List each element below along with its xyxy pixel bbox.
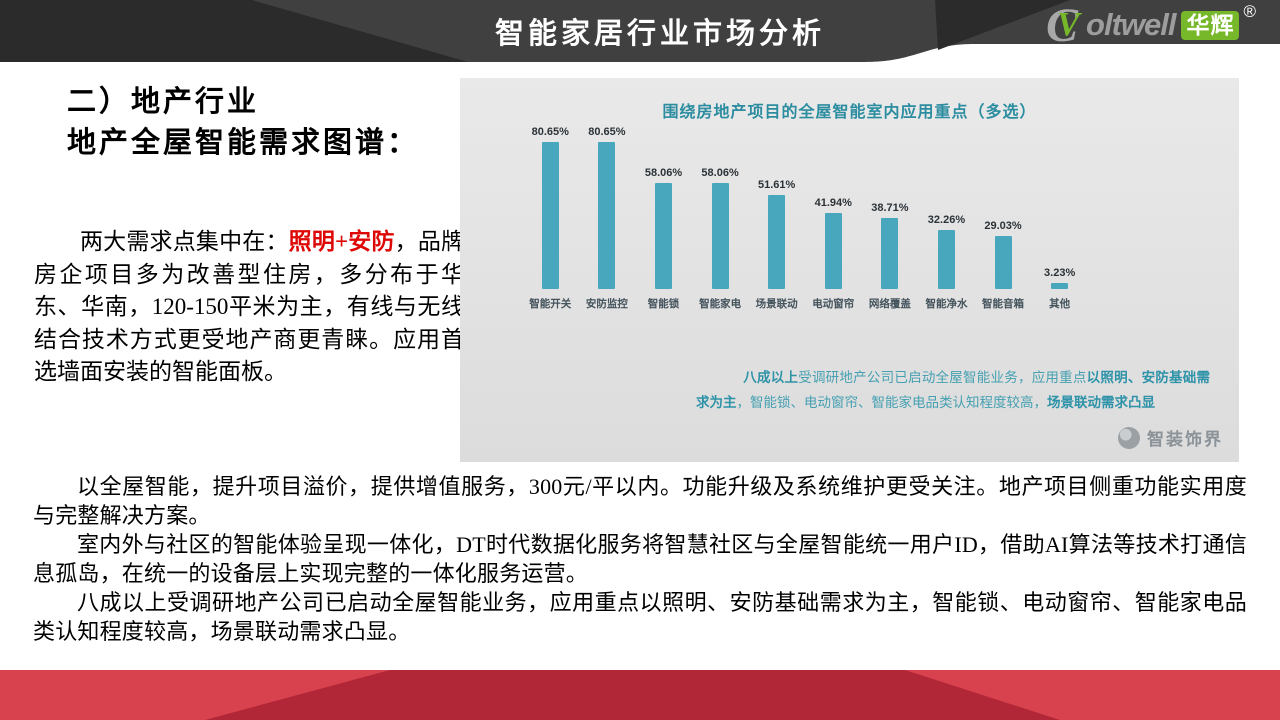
registered-mark-icon: ® bbox=[1243, 2, 1256, 21]
header-left-accent bbox=[0, 0, 468, 62]
bar-category-label: 其他 bbox=[1049, 298, 1071, 310]
bar-column: 32.26% 智能净水 bbox=[918, 118, 975, 318]
left-paragraph-highlight: 照明+安防 bbox=[288, 229, 395, 254]
bar bbox=[654, 183, 672, 289]
bar-value-label: 38.71% bbox=[871, 202, 909, 215]
bar-column: 29.03% 智能音箱 bbox=[975, 118, 1032, 318]
bottom-text-block: 以全屋智能，提升项目溢价，提供增值服务，300元/平以内。功能升级及系统维护更受… bbox=[33, 472, 1247, 646]
logo-c-glyph: C bbox=[1046, 0, 1079, 52]
watermark-icon bbox=[1118, 426, 1140, 449]
bar-category-label: 网络覆盖 bbox=[868, 298, 911, 310]
bar-column: 58.06% 智能家电 bbox=[692, 118, 749, 318]
section-heading: 二）地产行业 地产全屋智能需求图谱： bbox=[67, 82, 419, 164]
bar bbox=[1051, 283, 1069, 289]
logo-v-glyph: V bbox=[1057, 6, 1080, 43]
bar-column: 51.61% 场景联动 bbox=[748, 118, 805, 318]
bottom-paragraph: 八成以上受调研地产公司已启动全屋智能业务，应用重点以照明、安防基础需求为主，智能… bbox=[33, 590, 1247, 644]
left-paragraph-lead: 两大需求点集中在： bbox=[80, 229, 289, 254]
page-title: 智能家居行业市场分析 bbox=[494, 18, 825, 50]
bar bbox=[768, 194, 786, 289]
chart-annotation: 八成以上受调研地产公司已启动全屋智能业务，应用重点以照明、安防基础需求为主，智能… bbox=[696, 366, 1210, 415]
bar-value-label: 41.94% bbox=[814, 196, 852, 209]
bar bbox=[541, 142, 559, 289]
bar-column: 38.71% 网络覆盖 bbox=[862, 118, 919, 318]
brand-logo: C V oltwell 华辉 ® bbox=[1046, 0, 1256, 52]
bar-value-label: 3.23% bbox=[1044, 267, 1076, 280]
bar-category-label: 智能音箱 bbox=[982, 298, 1025, 310]
chart-title: 围绕房地产项目的全屋智能室内应用重点（多选） bbox=[662, 104, 1037, 121]
bar-column: 41.94% 电动窗帘 bbox=[805, 118, 862, 318]
bar bbox=[881, 218, 899, 289]
annotation-segment: ，智能锁、电动窗帘、智能家电品类认知程度较高， bbox=[736, 394, 1048, 410]
bar-category-label: 电动窗帘 bbox=[812, 298, 855, 310]
bar-column: 80.65% 智能开关 bbox=[522, 118, 579, 318]
bar-category-label: 场景联动 bbox=[755, 298, 798, 310]
bar-category-label: 智能家电 bbox=[699, 298, 742, 310]
bar-column: 80.65% 安防监控 bbox=[579, 118, 636, 318]
bottom-paragraph: 以全屋智能，提升项目溢价，提供增值服务，300元/平以内。功能升级及系统维护更受… bbox=[33, 474, 1247, 528]
chart-image: 围绕房地产项目的全屋智能室内应用重点（多选） 80.65% 智能开关 80.65% 安… bbox=[460, 78, 1239, 462]
bar-value-label: 58.06% bbox=[701, 167, 739, 180]
logo-badge: 华辉 bbox=[1181, 11, 1240, 40]
bar-column: 3.23% 其他 bbox=[1031, 118, 1088, 318]
annotation-segment: 受调研地产公司已启动全屋智能业务，应用重点 bbox=[798, 370, 1087, 385]
bar-value-label: 80.65% bbox=[531, 126, 569, 138]
footer-band bbox=[0, 670, 1280, 720]
section-heading-line2: 地产全屋智能需求图谱： bbox=[67, 127, 420, 159]
bar-value-label: 51.61% bbox=[758, 178, 796, 191]
bar-value-label: 58.06% bbox=[644, 167, 683, 180]
brand-logo-icon: C V bbox=[1046, 0, 1086, 52]
watermark-text: 智装饰界 bbox=[1147, 430, 1223, 449]
bar bbox=[711, 183, 729, 289]
annotation-segment: 以照明、安防基础需求为主 bbox=[696, 370, 1211, 410]
annotation-segment: 场景联动需求凸显 bbox=[1047, 394, 1155, 410]
left-paragraph-rest: ，品牌房企项目多为改善型住房，多分布于华东、华南，120-150平米为主，有线与… bbox=[34, 229, 465, 384]
bar-category-label: 智能开关 bbox=[529, 298, 572, 310]
bar bbox=[994, 236, 1012, 289]
section-heading-line1: 二）地产行业 bbox=[67, 86, 260, 118]
bar-value-label: 29.03% bbox=[984, 220, 1022, 233]
bar-category-label: 安防监控 bbox=[585, 298, 628, 310]
bar bbox=[824, 212, 842, 289]
annotation-segment: 八成以上 bbox=[743, 370, 799, 385]
bar-column: 58.06% 智能锁 bbox=[635, 118, 692, 318]
footer-dark-wedge bbox=[205, 670, 1060, 720]
bottom-paragraph: 室内外与社区的智能体验呈现一体化，DT时代数据化服务将智慧社区与全屋智能统一用户… bbox=[33, 532, 1247, 586]
logo-wordmark: oltwell bbox=[1086, 7, 1176, 42]
left-paragraph: 两大需求点集中在：照明+安防，品牌房企项目多为改善型住房，多分布于华东、华南，1… bbox=[34, 226, 464, 389]
header-band bbox=[0, 0, 1280, 62]
bar bbox=[937, 230, 955, 289]
bar-category-label: 智能锁 bbox=[647, 298, 680, 310]
bar-value-label: 80.65% bbox=[588, 126, 626, 138]
chart-watermark: 智装饰界 bbox=[1118, 425, 1223, 450]
bar-columns: 80.65% 智能开关 80.65% 安防监控 58.06% 智能锁 58.06% 智能家电 5… bbox=[522, 118, 1088, 318]
bar-value-label: 32.26% bbox=[927, 214, 966, 227]
bar-category-label: 智能净水 bbox=[925, 298, 968, 310]
header-right-accent bbox=[935, 0, 1070, 50]
bar bbox=[598, 142, 616, 289]
